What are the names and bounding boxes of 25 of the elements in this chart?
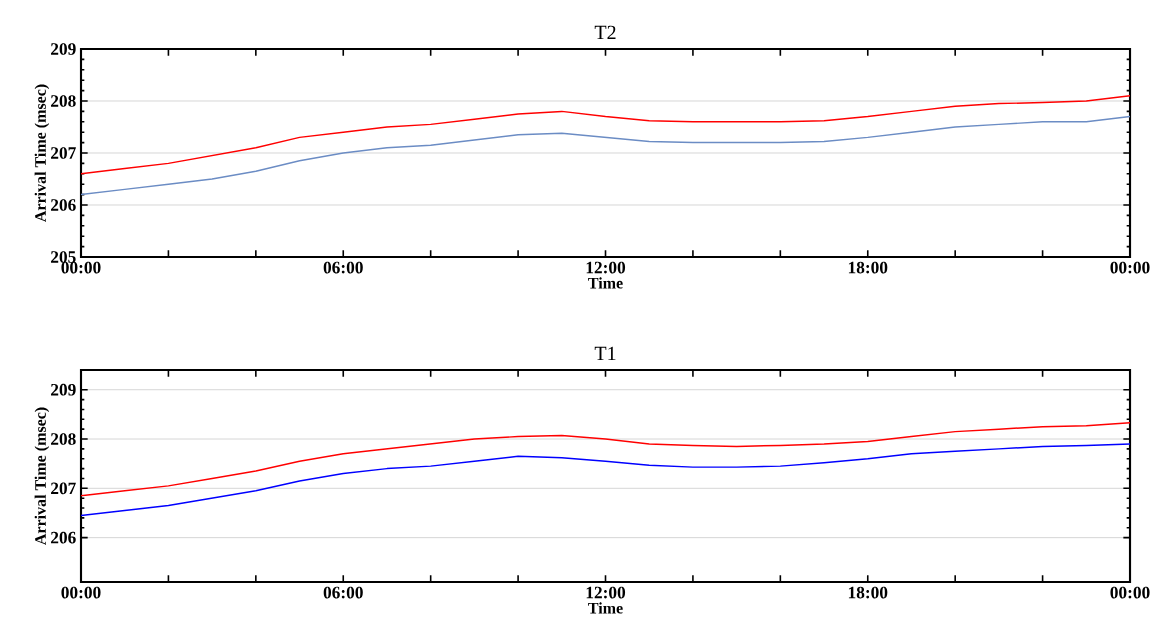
x-axis-title: Time (588, 602, 623, 614)
x-tick-label: 00:00 (61, 586, 101, 599)
y-tick-label: 206 (51, 199, 76, 211)
x-tick-label: 18:00 (848, 586, 888, 599)
y-axis-title: Arrival Time (msec) (34, 84, 50, 223)
y-tick-label: 207 (51, 147, 76, 159)
x-tick-label: 00:00 (1110, 586, 1150, 599)
x-tick-label: 00:00 (61, 261, 101, 274)
x-tick-label: 12:00 (586, 586, 626, 599)
y-tick-label: 209 (51, 383, 76, 396)
y-tick-label: 205 (51, 251, 76, 263)
x-tick-label: 00:00 (1110, 261, 1150, 274)
y-axis-title: Arrival Time (msec) (34, 407, 50, 546)
y-tick-label: 206 (51, 531, 76, 544)
y-tick-label: 208 (51, 95, 76, 107)
x-axis-title: Time (588, 277, 623, 289)
x-tick-label: 06:00 (323, 586, 363, 599)
x-tick-label: 18:00 (848, 261, 888, 274)
chart-title: T1 (594, 346, 616, 360)
y-tick-label: 208 (51, 433, 76, 445)
x-tick-label: 06:00 (323, 261, 363, 274)
x-tick-label: 12:00 (586, 261, 626, 274)
chart-title: T2 (594, 25, 616, 39)
y-tick-label: 207 (51, 482, 76, 495)
y-tick-label: 209 (51, 43, 76, 55)
